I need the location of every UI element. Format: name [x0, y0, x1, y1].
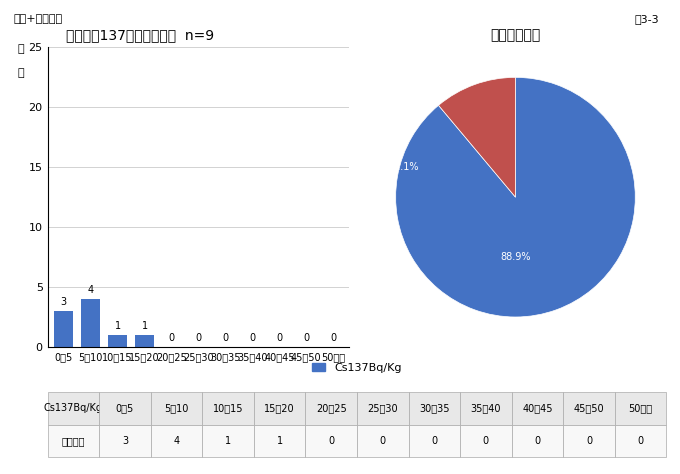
Text: 人: 人: [17, 45, 24, 55]
Title: 検出別男女比: 検出別男女比: [490, 28, 541, 42]
Text: 0: 0: [169, 333, 175, 343]
Text: 0: 0: [276, 333, 282, 343]
Text: 数: 数: [17, 68, 24, 78]
Wedge shape: [439, 77, 515, 197]
Bar: [54, 311, 73, 347]
Bar: [108, 335, 127, 347]
Text: 0: 0: [250, 333, 256, 343]
Text: 4: 4: [88, 285, 94, 295]
Bar: [135, 335, 154, 347]
Text: セシウム137の検出の比較  n=9: セシウム137の検出の比較 n=9: [66, 28, 214, 42]
Text: 3: 3: [61, 297, 67, 308]
Text: 図3-3: 図3-3: [635, 14, 660, 24]
Text: 0: 0: [303, 333, 309, 343]
Text: 88.9%: 88.9%: [500, 252, 530, 262]
Text: 0: 0: [222, 333, 228, 343]
Text: 1: 1: [115, 321, 121, 331]
Text: 0: 0: [330, 333, 337, 343]
Wedge shape: [396, 77, 635, 317]
Legend: Cs137Bq/Kg: Cs137Bq/Kg: [307, 359, 407, 378]
Text: 一般+学校検診: 一般+学校検診: [14, 14, 63, 24]
Text: 0: 0: [195, 333, 201, 343]
Text: 1: 1: [141, 321, 148, 331]
Bar: [82, 299, 100, 347]
Text: 11.1%: 11.1%: [390, 162, 420, 172]
